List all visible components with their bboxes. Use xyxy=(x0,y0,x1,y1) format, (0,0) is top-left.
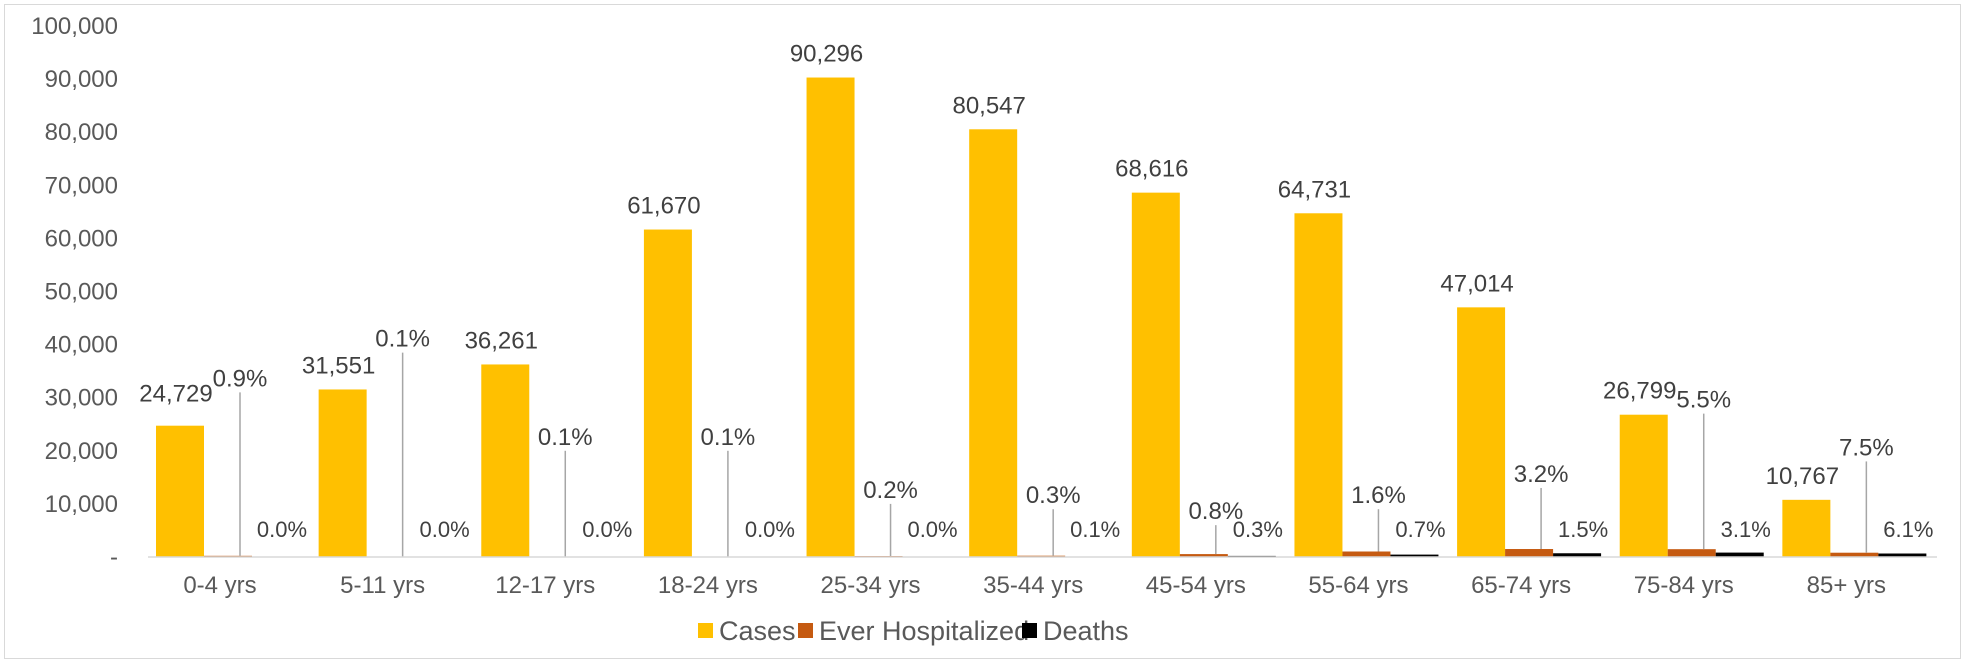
bars xyxy=(156,77,1927,558)
data-label-hospitalized: 0.8% xyxy=(1188,498,1243,525)
y-tick-label: 70,000 xyxy=(45,172,118,199)
chart-frame xyxy=(4,4,1961,659)
bar-cases xyxy=(1457,307,1506,557)
bar-deaths xyxy=(1553,553,1602,557)
data-label-deaths: 6.1% xyxy=(1883,517,1933,542)
x-tick-label: 35-44 yrs xyxy=(983,572,1083,599)
legend-swatch-deaths xyxy=(1022,623,1037,638)
data-label-cases: 90,296 xyxy=(790,41,863,68)
y-tick-label: 10,000 xyxy=(45,491,118,518)
x-tick-label: 65-74 yrs xyxy=(1471,572,1571,599)
data-label-hospitalized: 3.2% xyxy=(1514,461,1569,488)
data-label-cases: 61,670 xyxy=(627,193,700,220)
bar-ever-hospitalized xyxy=(1830,552,1879,557)
bar-ever-hospitalized xyxy=(1342,551,1391,557)
leader-lines xyxy=(239,352,1868,557)
legend-swatch-ever-hospitalized xyxy=(798,623,813,638)
legend: Cases Ever Hospitalized Deaths xyxy=(698,616,1129,646)
bar-ever-hospitalized xyxy=(1667,549,1716,557)
data-label-deaths: 3.1% xyxy=(1721,517,1771,542)
data-label-deaths: 0.0% xyxy=(745,517,795,542)
data-label-deaths: 0.0% xyxy=(907,517,957,542)
data-label-cases: 26,799 xyxy=(1603,378,1676,405)
bar-deaths xyxy=(1390,554,1439,557)
bar-cases xyxy=(318,389,367,557)
data-label-deaths: 0.7% xyxy=(1395,517,1445,542)
data-label-deaths: 0.3% xyxy=(1233,517,1283,542)
bar-cases xyxy=(1782,499,1831,557)
bar-cases xyxy=(643,229,692,558)
legend-label: Deaths xyxy=(1043,616,1129,646)
bar-cases xyxy=(969,129,1018,558)
bar-cases xyxy=(1294,213,1343,558)
y-tick-label: 60,000 xyxy=(45,225,118,252)
data-label-cases: 47,014 xyxy=(1440,270,1513,297)
data-labels: 24,7290.9%0.0%31,5510.1%0.0%36,2610.1%0.… xyxy=(139,41,1933,542)
data-label-hospitalized: 0.3% xyxy=(1026,482,1081,509)
bar-cases xyxy=(806,77,855,558)
data-label-cases: 24,729 xyxy=(139,381,212,408)
bar-cases xyxy=(156,425,204,557)
data-label-cases: 64,731 xyxy=(1278,176,1351,203)
data-label-hospitalized: 0.2% xyxy=(863,477,918,504)
bar-cases xyxy=(1131,192,1180,557)
data-label-deaths: 0.0% xyxy=(582,517,632,542)
y-axis: - 10,000 20,000 30,000 40,000 50,000 60,000 70,… xyxy=(31,13,118,571)
data-label-cases: 36,261 xyxy=(465,327,538,354)
data-label-cases: 31,551 xyxy=(302,352,375,379)
x-tick-label: 45-54 yrs xyxy=(1146,572,1246,599)
legend-swatch-cases xyxy=(698,623,713,638)
data-label-deaths: 0.0% xyxy=(420,517,470,542)
data-label-hospitalized: 0.9% xyxy=(213,365,268,392)
y-tick-label: - xyxy=(110,544,118,571)
data-label-hospitalized: 7.5% xyxy=(1839,434,1894,461)
bar-ever-hospitalized xyxy=(1179,554,1228,557)
bar-cases xyxy=(481,364,530,557)
y-tick-label: 50,000 xyxy=(45,279,118,306)
x-tick-label: 5-11 yrs xyxy=(340,572,425,599)
data-label-hospitalized: 0.1% xyxy=(538,424,593,451)
data-label-hospitalized: 0.1% xyxy=(701,424,756,451)
x-axis: 0-4 yrs 5-11 yrs 12-17 yrs 18-24 yrs 25-34 y… xyxy=(148,556,1937,599)
y-tick-label: 20,000 xyxy=(45,438,118,465)
data-label-deaths: 0.1% xyxy=(1070,517,1120,542)
bar-deaths xyxy=(1878,553,1927,557)
x-tick-label: 25-34 yrs xyxy=(821,572,921,599)
y-tick-label: 40,000 xyxy=(45,332,118,359)
legend-label: Cases xyxy=(719,616,796,646)
bar-deaths xyxy=(1715,552,1764,557)
x-tick-label: 75-84 yrs xyxy=(1634,572,1734,599)
data-label-cases: 10,767 xyxy=(1766,463,1839,490)
x-tick-label: 55-64 yrs xyxy=(1308,572,1408,599)
x-tick-label: 85+ yrs xyxy=(1807,572,1886,599)
data-label-hospitalized: 0.1% xyxy=(375,326,430,353)
y-tick-label: 80,000 xyxy=(45,119,118,146)
data-label-cases: 68,616 xyxy=(1115,156,1188,183)
x-tick-label: 18-24 yrs xyxy=(658,572,758,599)
data-label-hospitalized: 5.5% xyxy=(1676,387,1731,414)
data-label-deaths: 1.5% xyxy=(1558,517,1608,542)
legend-label: Ever Hospitalized xyxy=(819,616,1029,646)
data-label-cases: 80,547 xyxy=(952,92,1025,119)
x-tick-label: 0-4 yrs xyxy=(183,572,256,599)
bar-ever-hospitalized xyxy=(1505,549,1554,557)
x-tick-label: 12-17 yrs xyxy=(495,572,595,599)
y-tick-label: 90,000 xyxy=(45,66,118,93)
data-label-hospitalized: 1.6% xyxy=(1351,482,1406,509)
bar-cases xyxy=(1619,414,1668,557)
y-tick-label: 100,000 xyxy=(31,13,118,40)
data-label-deaths: 0.0% xyxy=(257,517,307,542)
y-tick-label: 30,000 xyxy=(45,385,118,412)
